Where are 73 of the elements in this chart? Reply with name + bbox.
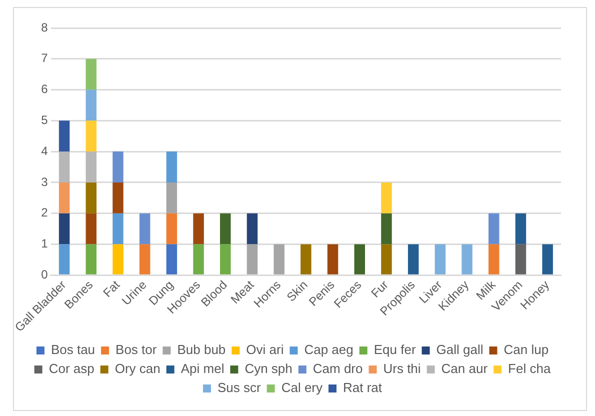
bar [58, 182, 70, 214]
bar [166, 182, 178, 214]
bar [193, 244, 204, 274]
bar [515, 244, 526, 274]
bar [434, 244, 446, 274]
bar [220, 213, 231, 244]
bar [86, 90, 97, 121]
bar [300, 244, 312, 274]
legend-label: Ovi ari [246, 342, 284, 358]
legend-label: Bos tor [116, 342, 158, 358]
bar [166, 152, 178, 182]
legend-label: Cap aeg [304, 342, 354, 358]
bar [488, 213, 500, 244]
bar [58, 213, 70, 244]
bar [327, 244, 338, 274]
bar [58, 244, 70, 274]
y-tick-label: 6 [41, 82, 48, 96]
bar [220, 244, 231, 274]
y-tick-label: 7 [41, 51, 48, 66]
legend-label: Can lup [504, 342, 549, 358]
bar [246, 244, 258, 274]
legend-label: Cal ery [281, 380, 324, 396]
bar [488, 244, 500, 274]
x-tick-label: Skin [284, 278, 310, 304]
y-tick-label: 8 [41, 20, 48, 34]
legend-label: Fel cha [508, 361, 552, 376]
legend-label: Urs thi [383, 361, 421, 376]
bar [193, 213, 204, 244]
legend-label: Bub bub [177, 342, 226, 358]
y-tick-label: 2 [41, 206, 48, 220]
bar [515, 213, 526, 244]
bar [86, 213, 97, 244]
bar [166, 244, 178, 274]
bar [112, 244, 124, 274]
bar [112, 152, 124, 182]
legend-label: Sus scr [217, 380, 262, 396]
legend-label: Cor asp [48, 361, 94, 376]
bar [381, 213, 392, 244]
legend-label: Equ fer [374, 342, 416, 358]
y-tick-label: 4 [41, 144, 48, 158]
bar [408, 244, 419, 274]
bar [139, 213, 150, 244]
bar [462, 244, 472, 274]
y-tick-label: 3 [41, 174, 48, 189]
y-tick-label: 5 [41, 112, 48, 127]
legend-label: Ory can [114, 361, 160, 376]
legend-label: Api mel [180, 361, 224, 376]
bar [246, 213, 258, 244]
y-tick-label: 1 [41, 236, 48, 251]
bar [381, 244, 392, 274]
bar [86, 152, 97, 182]
bar [542, 244, 553, 274]
legend-label: Bos tau [50, 342, 96, 358]
bar [86, 58, 97, 90]
bar [58, 120, 70, 152]
bar [381, 182, 392, 214]
bar [86, 244, 97, 274]
bar [86, 182, 97, 214]
y-tick-label: 0 [41, 267, 48, 282]
bar [166, 213, 178, 244]
bar [112, 182, 124, 214]
legend-label: Rat rat [343, 380, 382, 396]
bar [112, 213, 124, 244]
bar [139, 244, 150, 274]
bar [58, 152, 70, 182]
legend-label: Cam dro [312, 361, 363, 376]
x-tick-label: Fat [100, 277, 123, 300]
legend-label: Gall gall [436, 342, 484, 358]
bar [86, 120, 97, 152]
legend-label: Can aur [441, 361, 488, 376]
bar [274, 244, 284, 274]
bar [354, 244, 365, 274]
legend-label: Cyn sph [244, 361, 292, 376]
